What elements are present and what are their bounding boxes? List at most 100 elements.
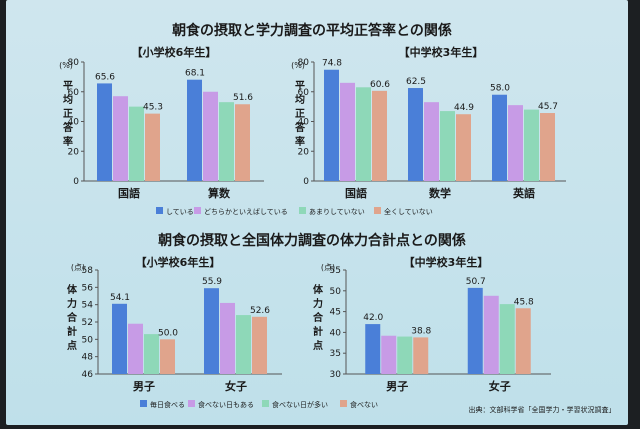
chart-3-tick-label: 45 bbox=[330, 308, 341, 318]
chart-0-bar bbox=[203, 91, 218, 181]
chart-1-ylabel-char: 答 bbox=[294, 121, 306, 134]
chart-1-tick-label: 80 bbox=[298, 58, 310, 68]
chart-1-title: 【中学校3年生】 bbox=[399, 45, 484, 59]
chart-3-ylabel-char: 体 bbox=[313, 283, 324, 296]
chart-3-ylabel-char: 合 bbox=[312, 311, 324, 324]
chart-0-tick-label: 80 bbox=[68, 58, 80, 68]
chart-1-tick-label: 40 bbox=[298, 118, 310, 128]
chart-3-category-label: 男子 bbox=[386, 380, 408, 393]
legend-swatch bbox=[340, 400, 347, 407]
chart-3-ylabel-char: 点 bbox=[313, 339, 323, 352]
chart-0-data-label: 45.3 bbox=[143, 103, 163, 113]
chart-2-ylabel-char: 力 bbox=[67, 297, 77, 310]
chart-2-category-label: 男子 bbox=[133, 380, 155, 393]
chart-1-bar bbox=[372, 90, 387, 181]
chart-0-ylabel-char: 均 bbox=[63, 93, 73, 106]
chart-1-data-label: 62.5 bbox=[406, 77, 426, 87]
chart-1-category-label: 英語 bbox=[512, 186, 535, 200]
chart-1-tick-label: 20 bbox=[298, 147, 310, 157]
chart-2-data-label: 50.0 bbox=[158, 328, 178, 338]
chart-3-ylabel-char: 力 bbox=[313, 297, 323, 310]
chart-0-data-label: 51.6 bbox=[233, 93, 253, 103]
chart-0-category-label: 算数 bbox=[207, 186, 231, 200]
legend-label: 食べない日もある bbox=[198, 400, 254, 409]
chart-1-unit: (%) bbox=[291, 61, 305, 70]
chart-1-ylabel-char: 平 bbox=[295, 80, 305, 92]
chart-2-bar bbox=[236, 315, 251, 374]
legend-label: 食べない bbox=[350, 400, 378, 409]
chart-2-ylabel-char: 合 bbox=[66, 311, 78, 324]
section-title-academic: 朝食の摂取と学力調査の平均正答率との関係 bbox=[172, 22, 452, 39]
chart-0-ylabel-char: 答 bbox=[62, 121, 74, 134]
chart-3-bar bbox=[365, 324, 381, 374]
source-note: 出典：文部科学省「全国学力・学習状況調査」 bbox=[469, 405, 616, 414]
chart-3-data-label: 50.7 bbox=[466, 277, 486, 287]
legend-swatch bbox=[262, 400, 269, 407]
chart-2-data-label: 52.6 bbox=[250, 306, 270, 316]
chart-3-bar bbox=[515, 308, 531, 374]
chart-3-tick-label: 55 bbox=[330, 266, 341, 276]
legend-swatch bbox=[188, 400, 195, 407]
chart-0-unit: (%) bbox=[59, 61, 73, 70]
chart-3-bar bbox=[413, 337, 429, 374]
chart-0-ylabel-char: 平 bbox=[63, 80, 73, 92]
chart-canvas: 朝食の摂取と学力調査の平均正答率との関係 朝食の摂取と全国体力調査の体力合計点と… bbox=[59, 22, 616, 414]
chart-2-bar bbox=[144, 334, 159, 374]
legend-label: 食べない日が多い bbox=[272, 400, 328, 409]
chart-3-data-label: 42.0 bbox=[363, 313, 383, 323]
chart-3-tick-label: 50 bbox=[330, 287, 342, 297]
chart-2-unit: (点) bbox=[71, 263, 85, 272]
chart-1-bar bbox=[440, 111, 455, 181]
chart-2-tick-label: 56 bbox=[82, 283, 94, 293]
chart-3-bar bbox=[483, 295, 499, 374]
chart-3-bar bbox=[467, 287, 483, 374]
chart-2-tick-label: 54 bbox=[82, 301, 94, 311]
chart-1-data-label: 58.0 bbox=[490, 84, 510, 94]
chart-2-bar bbox=[220, 302, 235, 374]
chart-3-unit: (点) bbox=[321, 263, 335, 272]
chart-0-category-label: 国語 bbox=[118, 186, 140, 200]
chart-2-tick-label: 48 bbox=[82, 353, 94, 363]
chart-0-tick-label: 40 bbox=[68, 118, 80, 128]
chart-1-tick-label: 60 bbox=[298, 88, 310, 98]
chart-2-data-label: 55.9 bbox=[202, 277, 222, 287]
section-title-fitness: 朝食の摂取と全国体力調査の体力合計点との関係 bbox=[158, 232, 466, 249]
legend-label: あまりしていない bbox=[309, 208, 365, 216]
chart-3-bar bbox=[397, 336, 413, 374]
chart-1-ylabel-char: 正 bbox=[295, 108, 305, 120]
chart-2-data-label: 54.1 bbox=[110, 293, 130, 303]
chart-1-data-label: 44.9 bbox=[454, 103, 474, 113]
chart-0-title: 【小学校6年生】 bbox=[132, 45, 217, 59]
chart-0-bar bbox=[97, 83, 112, 181]
chart-3-bar bbox=[381, 335, 397, 374]
legend-swatch bbox=[374, 207, 381, 214]
chart-0-tick-label: 20 bbox=[68, 147, 80, 157]
chart-0-bar bbox=[235, 104, 250, 181]
chart-2-bar bbox=[112, 303, 127, 374]
chart-1-bar bbox=[508, 105, 523, 181]
chart-2-tick-label: 46 bbox=[82, 370, 94, 380]
chart-2-bar bbox=[160, 339, 175, 374]
chart-1-bar bbox=[540, 113, 555, 181]
chart-3-tick-label: 35 bbox=[330, 349, 341, 359]
chart-1-bar bbox=[424, 102, 439, 181]
chart-0-ylabel-char: 正 bbox=[63, 108, 73, 120]
slide: 朝食の摂取と学力調査の平均正答率との関係 朝食の摂取と全国体力調査の体力合計点と… bbox=[6, 0, 628, 425]
chart-3-title: 【中学校3年生】 bbox=[404, 255, 489, 269]
chart-2-bar bbox=[252, 316, 267, 374]
chart-2-title: 【小学校6年生】 bbox=[136, 255, 221, 269]
chart-0-data-label: 68.1 bbox=[185, 69, 205, 79]
chart-1-category-label: 国語 bbox=[345, 186, 367, 200]
chart-0-bar bbox=[129, 106, 144, 181]
chart-1-bar bbox=[492, 94, 507, 181]
chart-1-ylabel-char: 均 bbox=[295, 93, 305, 106]
chart-0-bar bbox=[145, 113, 160, 181]
chart-1-category-label: 数学 bbox=[429, 186, 451, 200]
chart-1-data-label: 45.7 bbox=[538, 102, 558, 112]
legend-label: 全くしていない bbox=[384, 207, 433, 216]
legend-swatch bbox=[156, 207, 163, 214]
legend-label: している bbox=[166, 208, 194, 216]
chart-3-data-label: 38.8 bbox=[411, 326, 431, 336]
chart-3-tick-label: 30 bbox=[330, 370, 342, 380]
chart-2-tick-label: 58 bbox=[82, 266, 94, 276]
